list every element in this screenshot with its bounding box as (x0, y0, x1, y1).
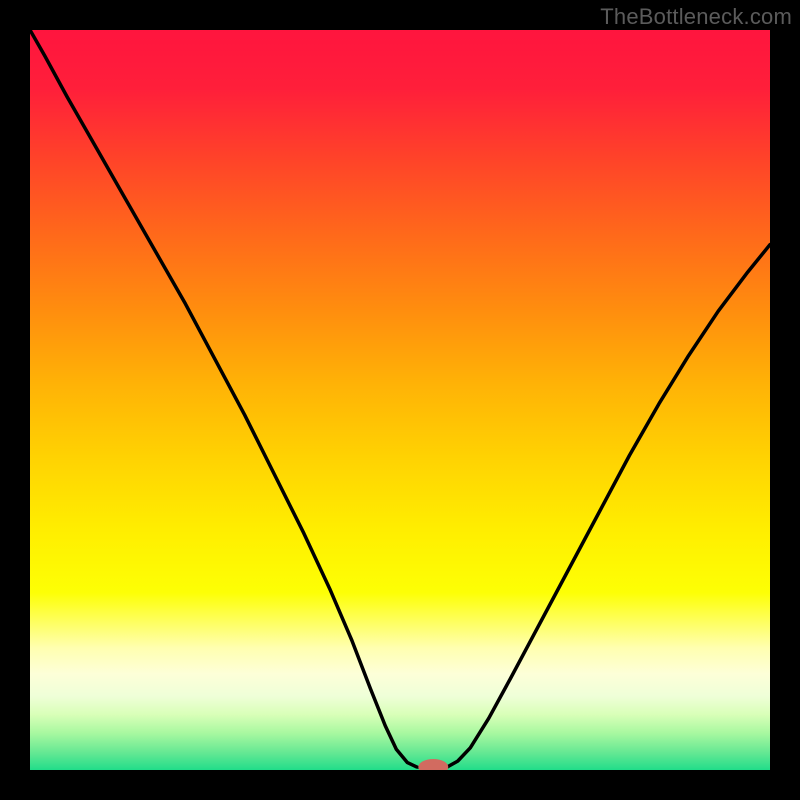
chart-container: TheBottleneck.com (0, 0, 800, 800)
optimum-marker (418, 759, 448, 775)
watermark-text: TheBottleneck.com (600, 4, 792, 30)
bottleneck-chart (0, 0, 800, 800)
gradient-background (30, 30, 770, 770)
